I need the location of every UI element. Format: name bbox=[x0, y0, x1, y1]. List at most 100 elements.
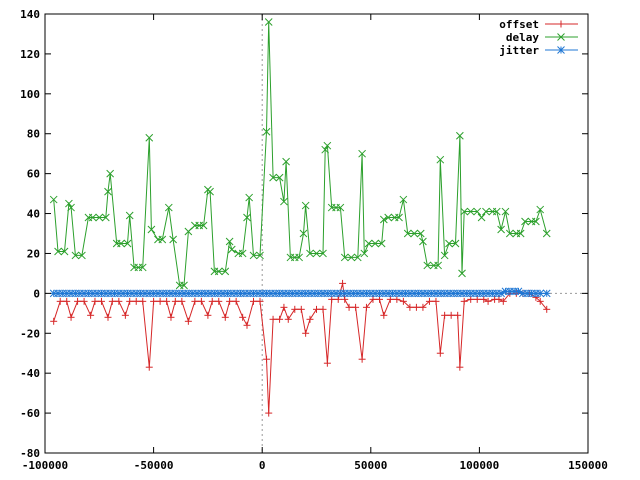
data-point-offset bbox=[339, 279, 347, 287]
data-point-offset bbox=[126, 297, 134, 305]
data-point-offset bbox=[291, 305, 299, 313]
y-tick-label: 60 bbox=[27, 168, 40, 181]
data-point-delay bbox=[416, 229, 425, 238]
data-point-offset bbox=[171, 297, 179, 305]
data-point-offset bbox=[495, 295, 503, 303]
data-point-offset bbox=[243, 321, 251, 329]
data-point-delay bbox=[225, 237, 234, 246]
data-point-offset bbox=[226, 297, 234, 305]
y-tick-label: 40 bbox=[27, 208, 40, 221]
data-point-offset bbox=[543, 305, 551, 313]
data-point-offset bbox=[276, 315, 284, 323]
data-point-delay bbox=[384, 213, 393, 222]
data-point-offset bbox=[386, 295, 394, 303]
data-point-delay bbox=[106, 169, 115, 178]
data-point-delay bbox=[282, 157, 290, 166]
data-point-offset bbox=[191, 297, 199, 305]
y-tick-label: -20 bbox=[20, 327, 40, 340]
data-point-offset bbox=[56, 297, 64, 305]
data-point-delay bbox=[371, 239, 379, 248]
data-point-delay bbox=[379, 215, 388, 224]
data-point-delay bbox=[445, 239, 453, 248]
data-point-offset bbox=[104, 313, 112, 321]
data-point-delay bbox=[104, 187, 112, 196]
series-offset bbox=[50, 279, 551, 417]
y-tick-label: -40 bbox=[20, 367, 40, 380]
data-point-delay bbox=[301, 201, 310, 210]
data-point-offset bbox=[50, 317, 58, 325]
data-point-offset bbox=[91, 297, 99, 305]
data-point-delay bbox=[399, 195, 408, 204]
data-point-offset bbox=[441, 311, 449, 319]
data-point-offset bbox=[334, 295, 342, 303]
data-point-offset bbox=[121, 311, 129, 319]
data-point-delay bbox=[249, 251, 258, 260]
data-point-delay bbox=[65, 199, 73, 208]
series-delay bbox=[49, 18, 551, 290]
data-point-offset bbox=[163, 297, 171, 305]
data-point-jitter bbox=[323, 289, 332, 298]
y-tick-label: 20 bbox=[27, 247, 40, 260]
data-point-delay bbox=[532, 217, 540, 226]
data-point-delay bbox=[199, 221, 208, 230]
data-point-offset bbox=[536, 297, 544, 305]
data-point-offset bbox=[280, 303, 288, 311]
data-point-offset bbox=[250, 297, 258, 305]
legend-marker-delay bbox=[557, 33, 565, 41]
data-point-delay bbox=[71, 251, 80, 260]
data-point-delay bbox=[164, 203, 173, 212]
data-point-delay bbox=[542, 229, 551, 238]
data-point-offset bbox=[399, 297, 407, 305]
data-point-offset bbox=[369, 295, 377, 303]
data-point-offset bbox=[323, 359, 331, 367]
x-tick-label: 50000 bbox=[354, 459, 387, 472]
data-point-delay bbox=[451, 239, 460, 248]
data-point-delay bbox=[221, 267, 230, 276]
data-point-delay bbox=[180, 281, 188, 290]
data-point-delay bbox=[347, 253, 356, 262]
data-point-delay bbox=[358, 149, 366, 158]
data-point-delay bbox=[360, 249, 369, 258]
y-tick-label: -80 bbox=[20, 447, 40, 460]
data-point-delay bbox=[117, 239, 125, 248]
data-point-delay bbox=[280, 197, 288, 206]
data-point-delay bbox=[206, 187, 214, 196]
legend-label-jitter: jitter bbox=[499, 44, 539, 57]
data-point-offset bbox=[232, 297, 240, 305]
data-point-delay bbox=[264, 18, 273, 26]
legend-marker-jitter bbox=[557, 46, 565, 54]
data-point-delay bbox=[78, 251, 86, 260]
data-point-delay bbox=[169, 235, 178, 244]
legend-label-offset: offset bbox=[499, 18, 539, 31]
series-layer bbox=[49, 18, 551, 417]
data-point-offset bbox=[306, 315, 314, 323]
data-point-offset bbox=[352, 303, 360, 311]
data-point-offset bbox=[456, 363, 464, 371]
data-point-offset bbox=[63, 297, 71, 305]
data-point-delay bbox=[395, 213, 403, 222]
data-point-delay bbox=[269, 173, 277, 182]
data-point-delay bbox=[321, 145, 330, 154]
data-point-offset bbox=[341, 295, 349, 303]
y-tick-label: -60 bbox=[20, 407, 40, 420]
data-point-offset bbox=[67, 313, 75, 321]
data-point-offset bbox=[132, 297, 140, 305]
data-point-offset bbox=[221, 313, 229, 321]
data-point-offset bbox=[473, 295, 481, 303]
data-point-offset bbox=[393, 295, 401, 303]
data-point-offset bbox=[239, 313, 247, 321]
data-point-delay bbox=[49, 195, 58, 204]
data-point-offset bbox=[108, 297, 116, 305]
data-point-offset bbox=[115, 297, 123, 305]
data-point-offset bbox=[406, 303, 414, 311]
data-point-delay bbox=[466, 207, 475, 216]
data-point-offset bbox=[97, 297, 105, 305]
data-point-offset bbox=[139, 297, 147, 305]
data-point-offset bbox=[302, 329, 310, 337]
data-point-delay bbox=[516, 229, 525, 238]
data-point-delay bbox=[460, 207, 469, 216]
data-point-offset bbox=[208, 297, 216, 305]
data-point-delay bbox=[295, 253, 303, 262]
data-point-offset bbox=[358, 355, 366, 363]
